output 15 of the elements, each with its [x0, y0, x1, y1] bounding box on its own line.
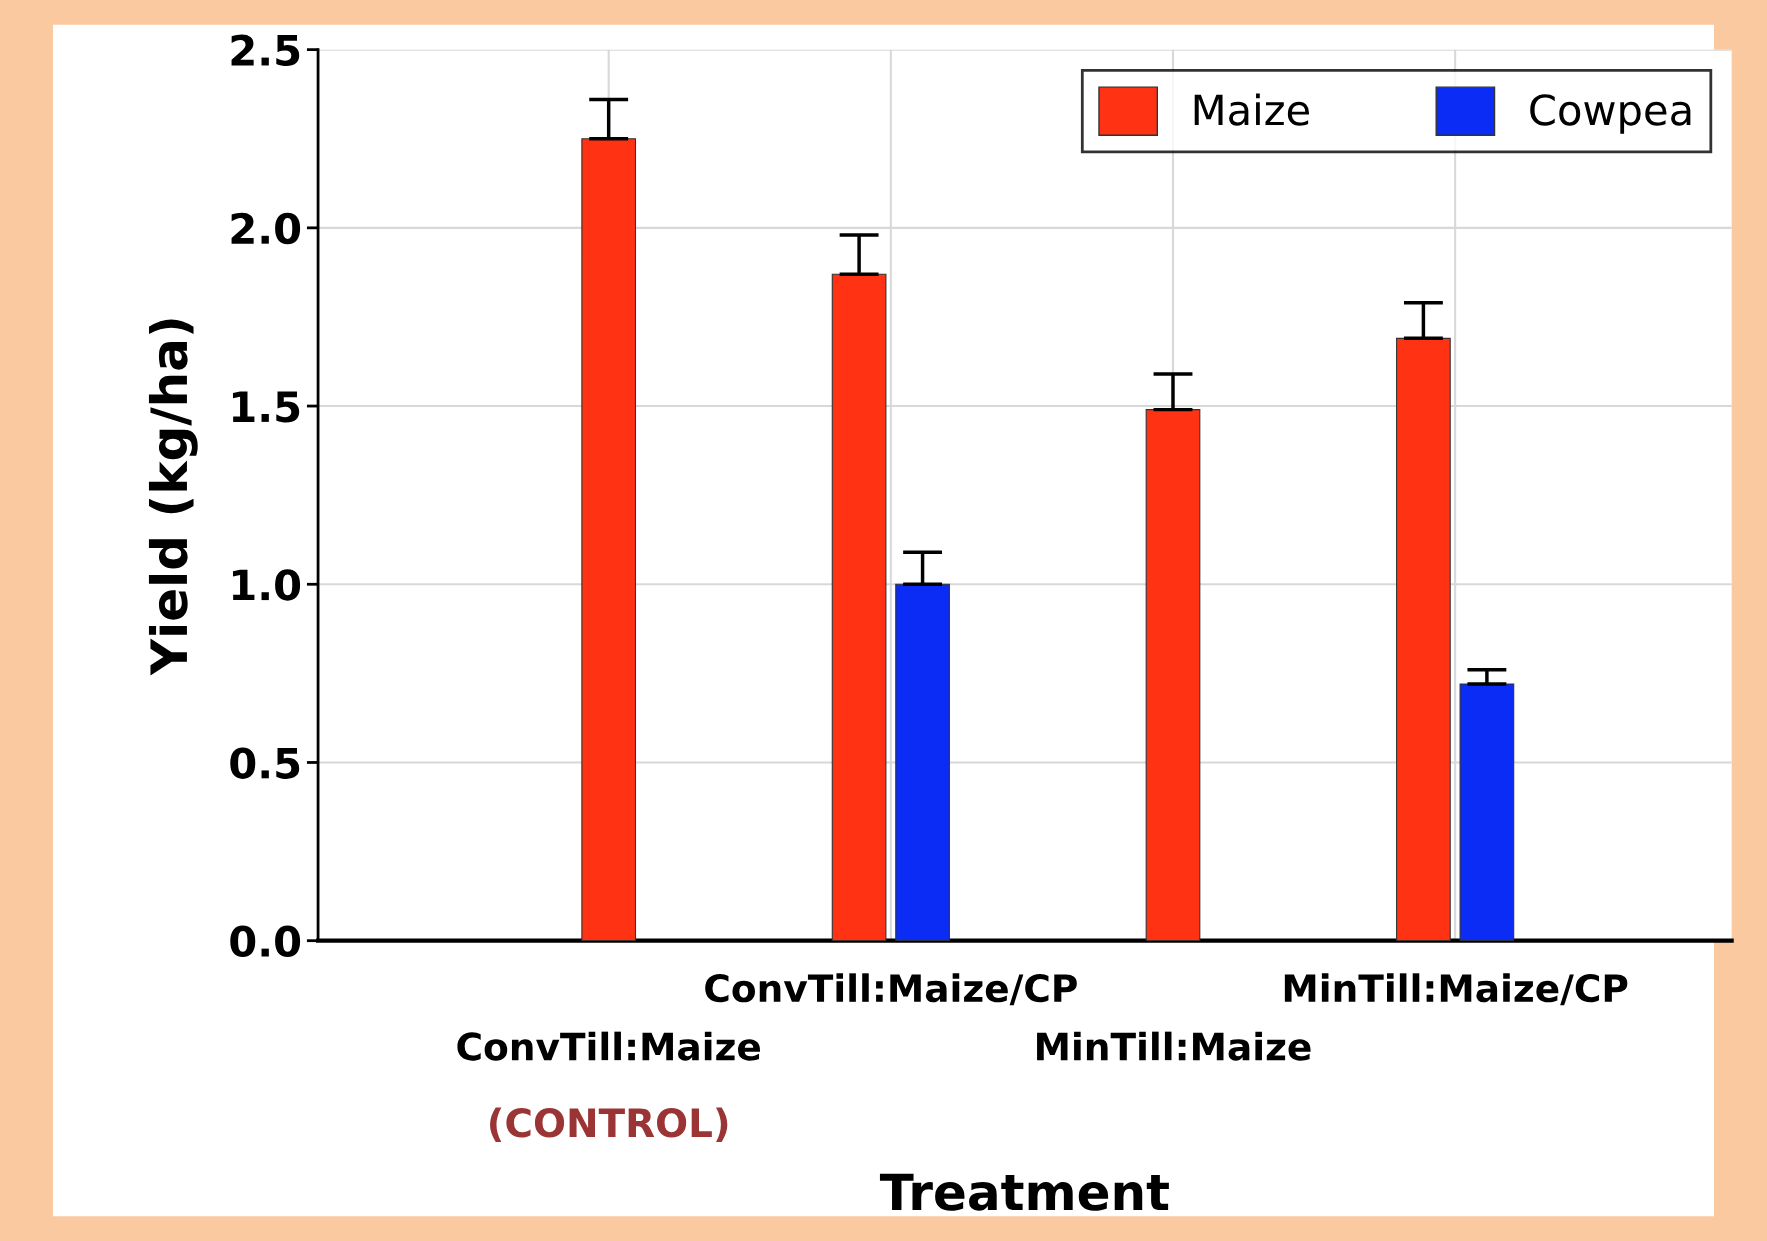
y-axis-title: Yield (kg/ha): [148, 319, 198, 676]
legend-label: Cowpea: [1530, 94, 1691, 134]
text: (CONTROL): [490, 1107, 728, 1143]
y-tick-label: 0.5: [230, 747, 300, 779]
y-tick-label: 1.5: [232, 391, 300, 423]
y-tick-label: 2.5: [231, 34, 300, 67]
y-tick-label: 1.0: [232, 569, 301, 601]
y-tick-label: 2.0: [231, 212, 301, 245]
x-tick-label: MinTill:Maize/CP: [1284, 973, 1628, 1006]
x-tick-label: ConvTill:Maize: [457, 1031, 761, 1061]
legend-label: Maize: [1194, 93, 1309, 126]
y-tick-label: 0.0: [230, 925, 301, 958]
x-tick-label: ConvTill:Maize/CP: [705, 973, 1077, 1006]
x-tick-label: MinTill:Maize: [1037, 1031, 1311, 1061]
x-axis-title: Treatment: [879, 1173, 1169, 1211]
